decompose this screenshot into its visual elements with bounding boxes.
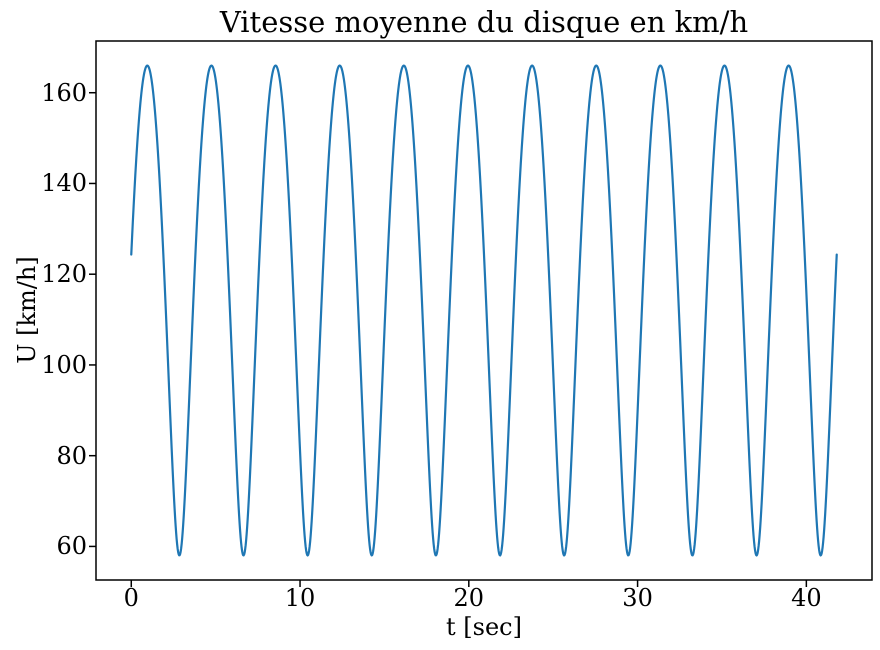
y-tick-label: 120: [41, 260, 87, 289]
y-tick-label: 140: [41, 169, 87, 198]
x-tick-label: 0: [123, 584, 139, 612]
x-tick-label: 40: [791, 584, 822, 612]
y-tick-label: 100: [41, 350, 87, 379]
y-tick-label: 160: [41, 78, 87, 107]
x-tick-label: 10: [284, 584, 316, 612]
y-tick-label: 80: [56, 441, 87, 470]
axes-frame: [95, 40, 873, 581]
x-tick-label: 30: [622, 584, 653, 612]
line-series-vitesse-moyenne-du-disque: [130, 64, 838, 557]
x-axis-label: t [sec]: [446, 613, 522, 641]
y-tick-label: 60: [56, 532, 87, 561]
y-axis-label: U [km/h]: [13, 256, 41, 364]
chart-title: Vitesse moyenne du disque en km/h: [219, 5, 749, 39]
x-tick-label: 20: [453, 584, 485, 612]
